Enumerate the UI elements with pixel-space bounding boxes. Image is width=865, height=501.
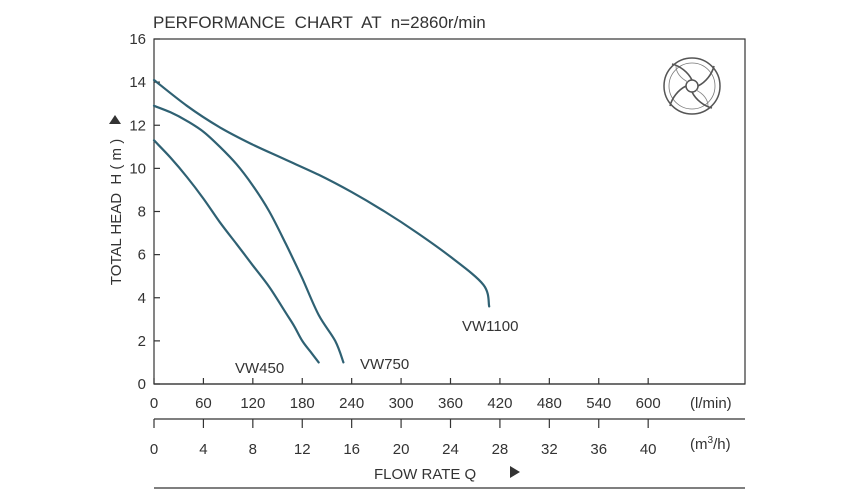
x-m3h-tick-label: 20 xyxy=(393,441,410,458)
plot-frame xyxy=(153,38,746,385)
x-lpm-tick-label: 360 xyxy=(438,395,463,412)
x-m3h-tick-label: 8 xyxy=(249,441,257,458)
x-axis-label: FLOW RATE Q xyxy=(374,466,476,483)
y-tick-label: 4 xyxy=(138,290,146,307)
x-lpm-tick-label: 480 xyxy=(537,395,562,412)
x-axis-m3h-unit: (m3/h) xyxy=(690,435,731,453)
chart-title: PERFORMANCE CHART AT n=2860r/min xyxy=(153,13,486,32)
x-m3h-tick-label: 40 xyxy=(640,441,657,458)
x-axis-m3h-ticks: 0 4 8 12 16 20 24 28 32 36 40 xyxy=(150,419,657,458)
x-axis-m3h-unit-sup: 3 xyxy=(708,435,714,446)
x-lpm-tick-label: 60 xyxy=(195,395,212,412)
impeller-icon xyxy=(663,57,721,115)
x-m3h-tick-label: 28 xyxy=(492,441,509,458)
curve-vw750 xyxy=(152,104,345,364)
x-axis-lpm-ticks: 0 60 120 180 240 300 360 420 480 540 600 xyxy=(150,378,661,412)
x-lpm-tick-label: 180 xyxy=(290,395,315,412)
x-lpm-tick-label: 0 xyxy=(150,395,158,412)
x-lpm-tick-label: 240 xyxy=(339,395,364,412)
x-lpm-tick-label: 600 xyxy=(636,395,661,412)
x-m3h-tick-label: 24 xyxy=(442,441,459,458)
x-axis-lpm-unit: (l/min) xyxy=(690,395,732,412)
y-tick-label: 12 xyxy=(129,117,146,134)
series-label-vw750: VW750 xyxy=(360,356,409,373)
y-tick-label: 0 xyxy=(138,376,146,393)
x-lpm-tick-label: 420 xyxy=(487,395,512,412)
x-m3h-tick-label: 32 xyxy=(541,441,558,458)
y-axis-label: TOTAL HEAD H ( m ) xyxy=(108,139,125,285)
y-tick-label: 8 xyxy=(138,204,146,221)
curves xyxy=(152,78,491,364)
x-m3h-tick-label: 4 xyxy=(199,441,207,458)
y-axis-ticks: 0 2 4 6 8 10 12 14 16 xyxy=(129,31,160,393)
x-axis-m3h-unit-tail: /h) xyxy=(713,436,731,453)
y-axis-arrow-icon xyxy=(109,115,121,124)
x-lpm-tick-label: 120 xyxy=(240,395,265,412)
curve-vw450 xyxy=(152,139,320,364)
x-m3h-tick-label: 16 xyxy=(343,441,360,458)
y-tick-label: 6 xyxy=(138,247,146,264)
x-m3h-tick-label: 0 xyxy=(150,441,158,458)
x-lpm-tick-label: 300 xyxy=(389,395,414,412)
series-label-vw450: VW450 xyxy=(235,360,284,377)
x-axis-arrow-icon xyxy=(510,466,520,478)
y-tick-label: 2 xyxy=(138,333,146,350)
y-tick-label: 10 xyxy=(129,160,146,177)
curve-vw1100 xyxy=(152,78,491,308)
y-tick-label: 16 xyxy=(129,31,146,48)
y-tick-label: 14 xyxy=(129,74,146,91)
x-m3h-tick-label: 36 xyxy=(590,441,607,458)
x-lpm-tick-label: 540 xyxy=(586,395,611,412)
x-m3h-tick-label: 12 xyxy=(294,441,311,458)
series-label-vw1100: VW1100 xyxy=(462,318,518,335)
